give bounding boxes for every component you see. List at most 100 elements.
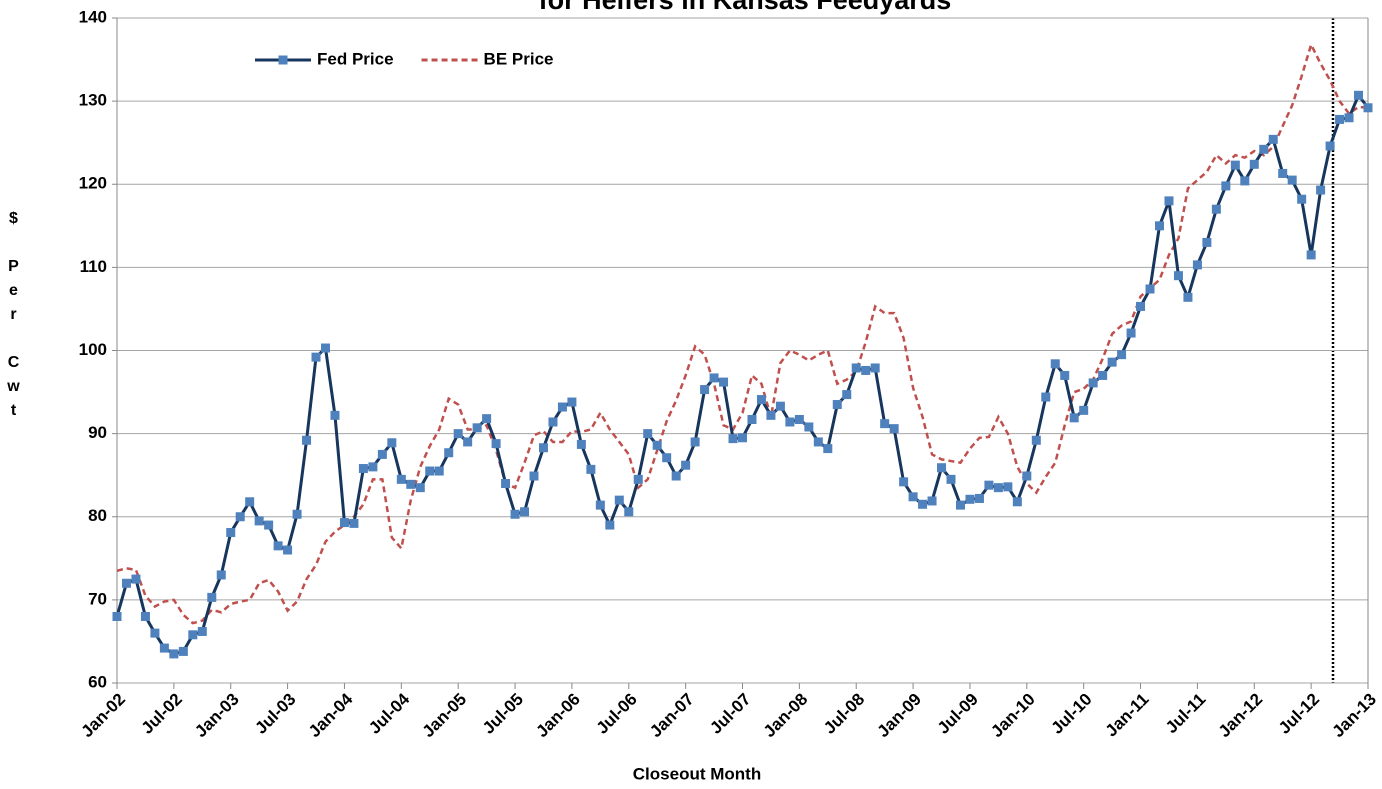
point [396,474,406,484]
point [1022,471,1032,481]
point [169,649,179,659]
x-tick-label: Jan-11 [1102,690,1153,741]
point [633,474,643,484]
point [1079,405,1089,415]
point [1003,482,1013,492]
x-tick-label: Jan-06 [532,690,584,742]
point [576,439,586,449]
x-tick-label: Jul-06 [593,690,641,738]
point [235,512,245,522]
x-tick-label: Jul-05 [479,690,527,738]
point [842,390,852,400]
point [283,545,293,555]
x-tick-label: Jul-10 [1047,690,1095,738]
point [472,423,482,433]
point [1164,196,1174,206]
point [690,437,700,447]
point [1126,328,1136,338]
point [1259,144,1269,154]
y-tick-label: 80 [88,506,107,525]
series-line [115,92,1370,656]
x-tick-label: Jul-08 [820,690,868,738]
point [207,592,217,602]
point [1240,176,1250,186]
point [984,480,994,490]
point [1221,181,1231,191]
point [643,429,653,439]
point [491,439,501,449]
point [1183,292,1193,302]
point [794,414,804,424]
x-tick-label: Jul-03 [251,690,299,738]
point [870,363,880,373]
x-tick-label: Jul-11 [1162,690,1210,738]
point [605,520,615,530]
y-axis-label: $ Per Cwt [5,210,22,426]
series-line [116,41,1369,625]
point [557,402,567,412]
point [330,410,340,420]
point [510,509,520,519]
chart-title: for Heifers in Kansas Feedyards [539,0,952,15]
point [349,518,359,528]
point [444,448,454,458]
point [1060,370,1070,380]
point [302,435,312,445]
point [918,499,928,509]
point [1117,350,1127,360]
x-tick-label: Jul-02 [138,690,186,738]
point [387,438,397,448]
point [368,462,378,472]
point [709,373,719,383]
point [1354,90,1364,100]
point [756,395,766,405]
point [121,578,131,588]
x-tick-label: Jan-13 [1328,690,1380,742]
point [624,507,634,517]
point [548,417,558,427]
point [529,471,539,481]
x-tick-label: Jul-04 [365,689,414,738]
point [482,414,492,424]
x-tick-label: Jan-12 [1215,690,1267,742]
point [1297,194,1307,204]
y-tick-label: 140 [79,7,107,26]
point [567,397,577,407]
point [131,574,141,584]
point [415,483,425,493]
point [1107,357,1117,367]
x-tick-label: Jan-10 [987,690,1039,742]
point [965,494,975,504]
x-tick-label: Jan-02 [77,690,129,742]
point [1088,378,1098,388]
point [823,444,833,454]
point [955,500,965,510]
point [1249,159,1259,169]
point [671,471,681,481]
point [908,492,918,502]
point [112,612,122,621]
point [993,483,1003,493]
point [1344,113,1354,123]
point [974,493,984,503]
point [1211,204,1221,214]
point [321,343,330,353]
y-tick-label: 60 [88,672,107,691]
point [463,437,473,447]
point [1050,359,1060,369]
y-tick-label: 90 [88,423,107,442]
x-tick-label: Jan-05 [419,690,471,742]
point [1155,221,1164,231]
point [1325,141,1335,151]
x-tick-label: Jan-03 [191,690,243,742]
point [738,433,747,443]
x-tick-label: Jan-04 [305,689,357,741]
point [150,628,160,638]
point [1306,250,1316,260]
point [434,466,444,476]
x-tick-label: Jan-07 [646,690,698,742]
point [728,434,738,444]
x-tick-label: Jan-08 [760,690,812,742]
